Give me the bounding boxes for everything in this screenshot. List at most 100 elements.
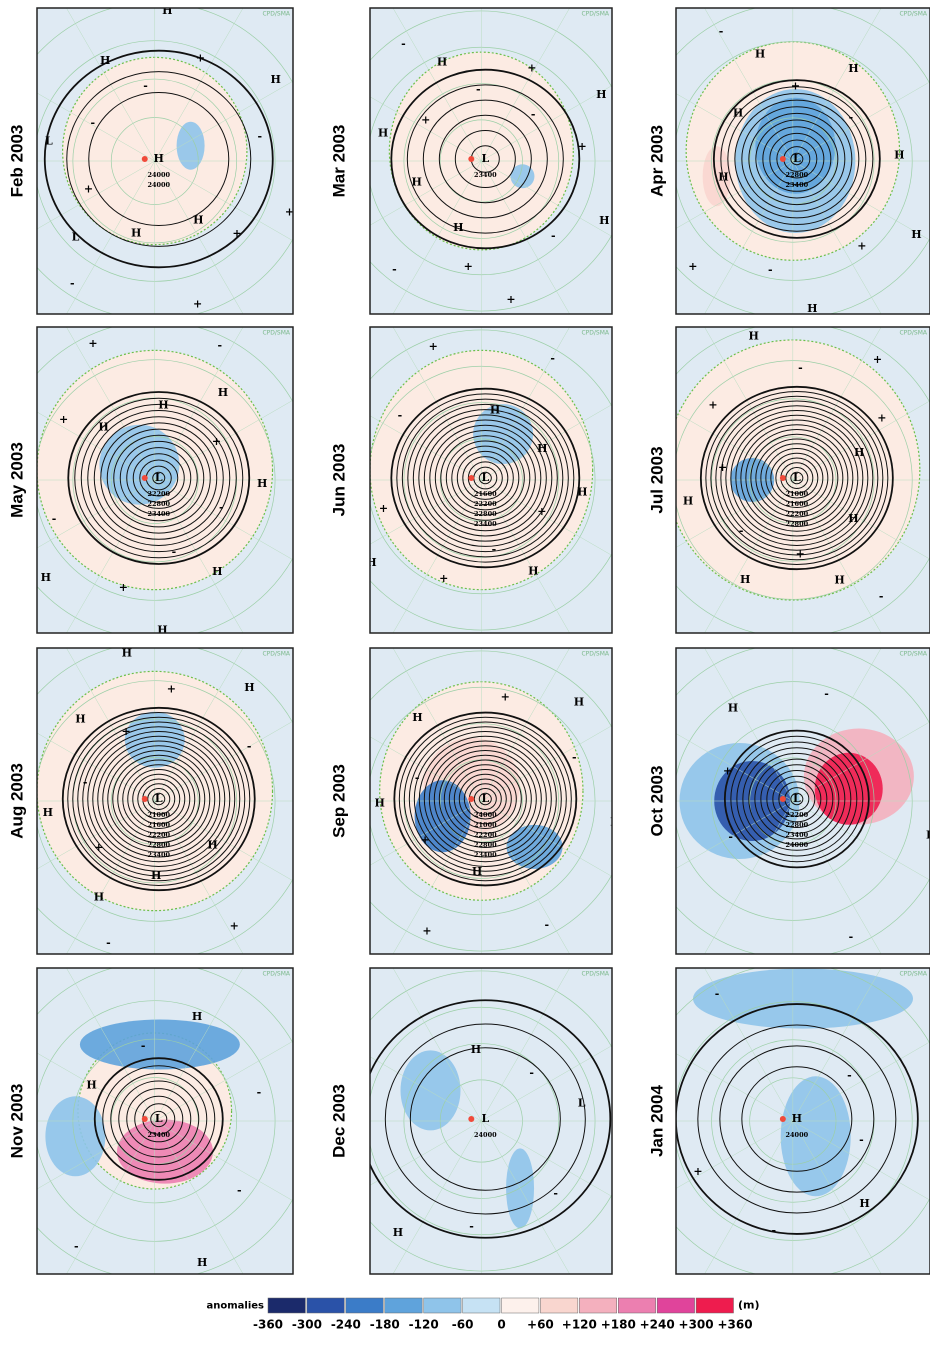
marker: H xyxy=(94,890,104,903)
marker: H xyxy=(75,712,85,725)
marker: - xyxy=(824,688,829,701)
pole-dot xyxy=(142,156,148,162)
colorbar-unit: (m) xyxy=(738,1299,760,1312)
colorbar-box xyxy=(385,1298,422,1313)
map-body: 2280023400LHHHHHHH+++----CPD/SMA xyxy=(593,0,930,361)
map-panel: 2400024000HLHHLHHH++++----+-CPD/SMAFeb 2… xyxy=(0,0,355,361)
panel-label: Jul 2003 xyxy=(647,446,666,513)
marker: + xyxy=(693,1165,702,1178)
marker: - xyxy=(141,1040,146,1053)
marker: - xyxy=(247,740,252,753)
contour-label: 21600 xyxy=(786,500,809,508)
marker: + xyxy=(59,413,68,426)
contour-label: 23400 xyxy=(147,510,170,518)
marker: L xyxy=(155,471,163,484)
colorbar-tick-label: -240 xyxy=(331,1318,361,1332)
marker: - xyxy=(728,830,733,843)
panel-label: Apr 2003 xyxy=(647,125,666,197)
anomaly xyxy=(693,969,913,1029)
pole-dot xyxy=(468,475,474,481)
colorbar-tick-label: 0 xyxy=(497,1318,505,1332)
credit: CPD/SMA xyxy=(899,330,927,337)
marker: - xyxy=(739,524,744,537)
contour-label: 22200 xyxy=(147,831,170,839)
marker: + xyxy=(723,764,732,777)
marker: - xyxy=(392,263,397,276)
marker: L xyxy=(793,152,801,165)
colorbar-box xyxy=(463,1298,500,1313)
marker: H xyxy=(346,432,356,445)
marker: + xyxy=(506,293,515,306)
pole-dot xyxy=(142,796,148,802)
marker: H xyxy=(271,73,281,86)
marker: + xyxy=(857,239,866,252)
contour-label: 24000 xyxy=(474,811,497,819)
contour-label: 23400 xyxy=(147,851,170,859)
contour-label: 24000 xyxy=(786,1131,809,1139)
marker: H xyxy=(151,869,161,882)
marker: - xyxy=(52,513,57,526)
marker: H xyxy=(366,556,376,569)
map-panel: 2400021000222002280023400LHHHHH++---+CPD… xyxy=(281,601,681,1001)
marker: + xyxy=(422,924,431,937)
credit: CPD/SMA xyxy=(262,11,290,18)
marker: H xyxy=(131,227,141,240)
marker: + xyxy=(464,260,473,273)
map-panel: 23400LHHHHHH++++-----+-CPD/SMAMar 2003 xyxy=(281,0,681,361)
marker: - xyxy=(529,1066,534,1079)
marker: + xyxy=(577,140,586,153)
marker: + xyxy=(527,61,536,74)
marker: - xyxy=(715,988,720,1001)
marker: - xyxy=(469,1220,474,1233)
marker: + xyxy=(791,79,800,92)
marker: H xyxy=(212,565,222,578)
colorbar-box xyxy=(657,1298,694,1313)
marker: H xyxy=(848,62,858,75)
marker: + xyxy=(421,113,430,126)
panel-label: Jun 2003 xyxy=(329,444,348,517)
marker: - xyxy=(572,751,577,764)
marker: H xyxy=(718,171,728,184)
marker: H xyxy=(740,573,750,586)
marker: + xyxy=(796,547,805,560)
marker: + xyxy=(230,919,239,932)
marker: - xyxy=(879,590,884,603)
marker: H xyxy=(733,106,743,119)
credit: CPD/SMA xyxy=(262,651,290,658)
credit: CPD/SMA xyxy=(899,971,927,978)
map-panel: 21600222002280023400LHHHHHH++++---+CPD/S… xyxy=(281,280,681,680)
credit: CPD/SMA xyxy=(581,651,609,658)
marker: + xyxy=(121,725,130,738)
marker: H xyxy=(574,695,584,708)
marker: - xyxy=(719,25,724,38)
marker: L xyxy=(72,230,80,243)
marker: H xyxy=(375,797,385,810)
marker: - xyxy=(531,108,536,121)
map-body: 23400LHHH----+CPD/SMA xyxy=(0,921,355,1321)
marker: - xyxy=(492,543,497,556)
marker: H xyxy=(848,512,858,525)
marker: H xyxy=(162,4,172,17)
contour-label: 24000 xyxy=(786,841,809,849)
marker: - xyxy=(544,919,549,932)
marker: + xyxy=(501,690,510,703)
colorbar-box xyxy=(307,1298,344,1313)
contour-label: 22200 xyxy=(786,510,809,518)
colorbar-box xyxy=(540,1298,577,1313)
contour-label: 22200 xyxy=(786,811,809,819)
pole-dot xyxy=(780,156,786,162)
pole-dot xyxy=(468,156,474,162)
figure: 2400024000HLHHLHHH++++----+-CPD/SMAFeb 2… xyxy=(0,0,930,1343)
marker: + xyxy=(84,183,93,196)
contour-label: 22800 xyxy=(147,500,170,508)
marker: L xyxy=(578,1096,586,1109)
contour-label: 23400 xyxy=(786,831,809,839)
contour-label: 22800 xyxy=(786,171,809,179)
marker: + xyxy=(420,834,429,847)
map-body: 2100021600222002280023400LHHHHHHH++++---… xyxy=(0,601,355,1001)
marker: H xyxy=(596,88,606,101)
map-panel: 22200228002340024000LHH---+CPD/SMAOct 20… xyxy=(593,601,930,1001)
marker: + xyxy=(439,572,448,585)
marker: H xyxy=(471,1043,481,1056)
marker: H xyxy=(100,54,110,67)
